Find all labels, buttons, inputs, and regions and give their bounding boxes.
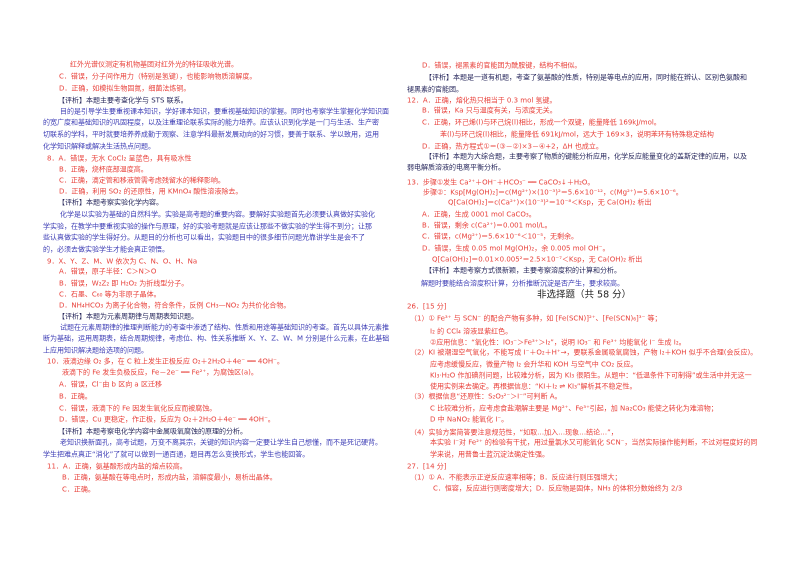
commentary-heading-line: 【评析】本题主要考查化学与 STS 联系。 — [58, 96, 188, 105]
answer-line: D 中 NaNO₂ 能氧化 I⁻。 — [430, 415, 509, 424]
commentary-line: 目的是引导学生要重视课本知识，学好课本知识，要重视基础知识的掌握。同时也考察学生… — [60, 107, 389, 116]
answer-line: 9．X、Y、Z、M、W 依次为 C、N、O、H、Na — [47, 257, 198, 266]
answer-line: 步骤②：Ksp[Mg(OH)₂]＝c(Mg²⁺)×(10⁻³)²＝5.6×10⁻… — [423, 188, 683, 197]
answer-line: C．石墨、C₆₀ 等为非原子晶体。 — [59, 290, 161, 299]
answer-line: B．错误，W₂Z₂ 即 H₂O₂ 为折线型分子。 — [59, 279, 189, 288]
commentary-line: 学实验，在教学中要重视实验的操作与原理，好的实验考题就是应该让那些不做实验的学生… — [43, 222, 372, 231]
commentary-heading-line: 【评析】本题为大综合题，主要考察了物质的键能分析应用，化学反应能量变化的盖斯定律… — [425, 152, 747, 161]
answer-line: 10．液滴边缘 O₂ 多，在 C 粒上发生正极反应 O₂＋2H₂O＋4e⁻ ══… — [47, 357, 284, 366]
answer-line: B．正确，烧杯底部温度高。 — [59, 165, 148, 174]
answer-line: 红外光谱仪测定有机物基团对红外光的特征吸收光谱。 — [70, 60, 238, 69]
commentary-line: 试题在元素周期律的推理判断能力的考查中渗透了结构、性质和用途等基础知识的考查。首… — [60, 323, 389, 332]
answer-line: C 比较难分析，应考虑食盐潮解主要是 Mg²⁺、Fe³⁺引起，加 Na₂CO₃ … — [430, 404, 718, 413]
answer-line: C．正确。 — [62, 485, 95, 494]
commentary-line: 学生把难点真正“消化”了就可以做到一通百通，题目再怎么变换形式，学生也能回答。 — [43, 450, 310, 459]
answer-line: 使用实例来去确定。再根据信息：“KI＋I₂ ⇌ KI₃”解析其不稳定性。 — [430, 382, 637, 391]
answer-line: C．错误，分子间作用力（特别是氢键），也能影响物质溶解度。 — [59, 72, 257, 81]
commentary-line: 断为基础，运用周期表，结合周期规律，考虑位、构、性关系推断 X、Y、Z、W、M … — [43, 334, 390, 343]
commentary-heading-line: 【评析】本题为元素周期律与周期表知识题。 — [58, 312, 198, 321]
commentary-line: 老知识换新面孔，高考试题，万变不离其宗，关键的知识内容一定要让学生自己想懂，而不… — [60, 438, 382, 447]
commentary-line: 的，必须去做实验学生才能会真正领悟。 — [43, 245, 169, 254]
answer-line: 13．步骤①发生 Ca²⁺＋OH⁻＋HCO₃⁻ ══ CaCO₃↓＋H₂O。 — [407, 178, 595, 187]
answer-line: C．正确，滴定管和移液管需考虑残留水的稀释影响。 — [59, 176, 225, 185]
commentary-heading-line: 【评析】本题考察方式很新颖，主要考察溶度积的计算和分析。 — [425, 266, 621, 275]
answer-line: 本实验 I⁻对 Fe²⁺ 的检验有干扰，用过量氯水又可能氧化 SCN⁻，当然实际… — [430, 438, 758, 447]
commentary-line: 切联系的学科，平时就要培养养成勤于观察、注意学科最新发展动向的好习惯，要善于联系… — [43, 130, 379, 139]
answer-line: D．错误，褪黑素的官能团为酰胺键，结构不相似。 — [422, 61, 582, 70]
answer-line: C．正确，环己烯(l)与环己烷(l)相比，形成一个双键，能量降低 169kJ/m… — [422, 118, 661, 127]
answer-line: 12．A．正确，熔化热只相当于 0.3 mol 氢键。 — [407, 96, 557, 105]
answer-line: C．恒容，反应进行则密度增大；D．反应物是固体，NH₃ 的体积分数始终为 2/3 — [433, 484, 683, 493]
answer-line: D．正确，利用 SO₂ 的还原性，用 KMnO₄ 酸性溶液除去。 — [59, 187, 243, 196]
answer-line: 27．[14 分] — [407, 462, 447, 471]
answer-line: （4）实验方案简答要注意规范性，“如取…加入…现象…结论…”， — [410, 428, 618, 437]
section-heading: 非选择题（共 58 分） — [537, 289, 632, 301]
answer-line: D．正确，热方程式①＝(③－②)×3－④+2，ΔH 也成立。 — [422, 142, 603, 151]
commentary-line: 化学是以实验为基础的自然科学。实验是高考题的重要内容。要解好实验题首先必须要认真… — [60, 210, 375, 219]
answer-line: B．正确，氨基酸在等电点时，形成内盐，溶解度最小，易析出晶体。 — [62, 473, 277, 482]
answer-line: 11．A．正确，氨基酸形成内盐的熔点较高。 — [47, 462, 187, 471]
commentary-heading-line: 褪黑素的官能团。 — [407, 85, 463, 94]
answer-line: A．错误，Cl⁻由 b 区向 a 区迁移 — [59, 380, 162, 389]
answer-line: B．错误，Ka 只与温度有关，与浓度无关。 — [422, 106, 557, 115]
commentary-line: 上应用知识解决题给选项的问题。 — [43, 346, 148, 355]
answer-line: C．错误，液滴下的 Fe 因发生氧化反应而被腐蚀。 — [59, 404, 217, 413]
answer-line: 26．[15 分] — [407, 302, 447, 311]
answer-line: I₂ 的 CCl₄ 溶液显紫红色。 — [430, 327, 513, 336]
answer-line: （2）KI 被潮湿空气氧化，不能写成 I⁻＋O₂＋H⁺→，要联系金属吸氧腐蚀，产… — [410, 348, 758, 357]
answer-line: B．正确。 — [59, 392, 92, 401]
commentary-line: 化学知识解释或解决生活热点问题。 — [43, 142, 155, 151]
answer-line: D．错误，生成 0.05 mol Mg(OH)₂，余 0.005 mol OH⁻… — [422, 244, 610, 253]
answer-line: Q[Ca(OH)₂]＝c(Ca²⁺)×(10⁻³)²＝10⁻⁸＜Ksp，无 Ca… — [448, 198, 652, 207]
answer-line: D．正确，如模拟生物固氮，细菌法炼铜。 — [59, 84, 191, 93]
answer-line: A．错误，原子半径：C＞N＞O — [59, 267, 157, 276]
answer-line: D．错误，Cu 更稳定，作正极，反应为 O₂＋2H₂O＋4e⁻ ══ 4OH⁻。 — [59, 415, 275, 424]
commentary-heading-line: 弱电解质溶液的电离平衡分析。 — [407, 163, 505, 172]
answer-line: 苯(l)与环己烷(l)相比，能量降低 691kJ/mol，远大于 169×3，说… — [440, 130, 714, 139]
commentary-heading-line: 【评析】本题是一道有机题，考查了氨基酸的性质，特别是等电点的应用，同时能在辨认、… — [425, 73, 747, 82]
answer-line: 学来说，用普鲁士蓝沉淀法确定性强。 — [430, 450, 549, 459]
answer-line: ②应用信息：“氧化性：IO₃⁻＞Fe³⁺＞I₂”，说明 IO₃⁻ 和 Fe³⁺ … — [430, 338, 686, 347]
commentary-line: 解题时要能结合溶度积计算，分析推断沉淀是否产生，要求较高。 — [421, 279, 624, 288]
answer-line: （3）根据信息“还原性：S₂O₃²⁻＞I⁻”可判断 A。 — [410, 392, 562, 401]
answer-line: C．错误，c(Mg²⁺)＝5.6×10⁻⁶＜10⁻⁵，无剩余。 — [422, 232, 578, 241]
answer-line: D．NH₄HCO₃ 为离子化合物，符合条件，反例 CH₃—NO₂ 为共价化合物。 — [59, 301, 291, 310]
commentary-line: 些认真做实验的学生得好分。从题目的分析也可以看出，实验题目中的很多细节问题光靠讲… — [43, 233, 365, 242]
answer-line: （1）① Fe³⁺ 与 SCN⁻ 的配合产物有多种，如 [Fe(SCN)]²⁺、… — [410, 314, 662, 323]
answer-line: （1）① A．不能表示正逆反应速率相等；B．反应进行则压强增大； — [410, 473, 622, 482]
answer-line: A．正确，生成 0001 mol CaCO₃。 — [422, 210, 536, 219]
commentary-heading-line: 【评析】本题考察实验化学内容。 — [58, 198, 163, 207]
answer-line: 应考虑缓慢反应，微量产物 I₂ 会升华和 KOH 与空气中 CO₂ 反应。 — [430, 360, 638, 369]
commentary-heading-line: 【评析】本题考察电化学内容中金属吸氧腐蚀的原理的分析。 — [58, 427, 247, 436]
commentary-line: 的宽广度和基础知识的巩固程度，以及注重理论联系实际的能力培养。应该认识到化学是一… — [43, 118, 379, 127]
answer-line: 液滴下的 Fe 发生负极反应，Fe－2e⁻ ══ Fe²⁺，为腐蚀区(a)。 — [62, 368, 258, 377]
answer-line: 8．A．错误，无水 CoCl₂ 呈蓝色，具有吸水性 — [47, 154, 192, 163]
answer-line: Q[Ca(OH)₂]＝0.01×0.005²＝2.5×10⁻⁷＜Ksp，无 Ca… — [432, 255, 643, 264]
answer-line: B．错误，剩余 c(Ca²⁺)＝0.001 mol/L。 — [422, 221, 552, 230]
answer-line: KI₃·H₂O 作加碘剂问题，比较难分析，因为 KI₃ 很陌生。从题中：“低温条… — [430, 371, 752, 380]
